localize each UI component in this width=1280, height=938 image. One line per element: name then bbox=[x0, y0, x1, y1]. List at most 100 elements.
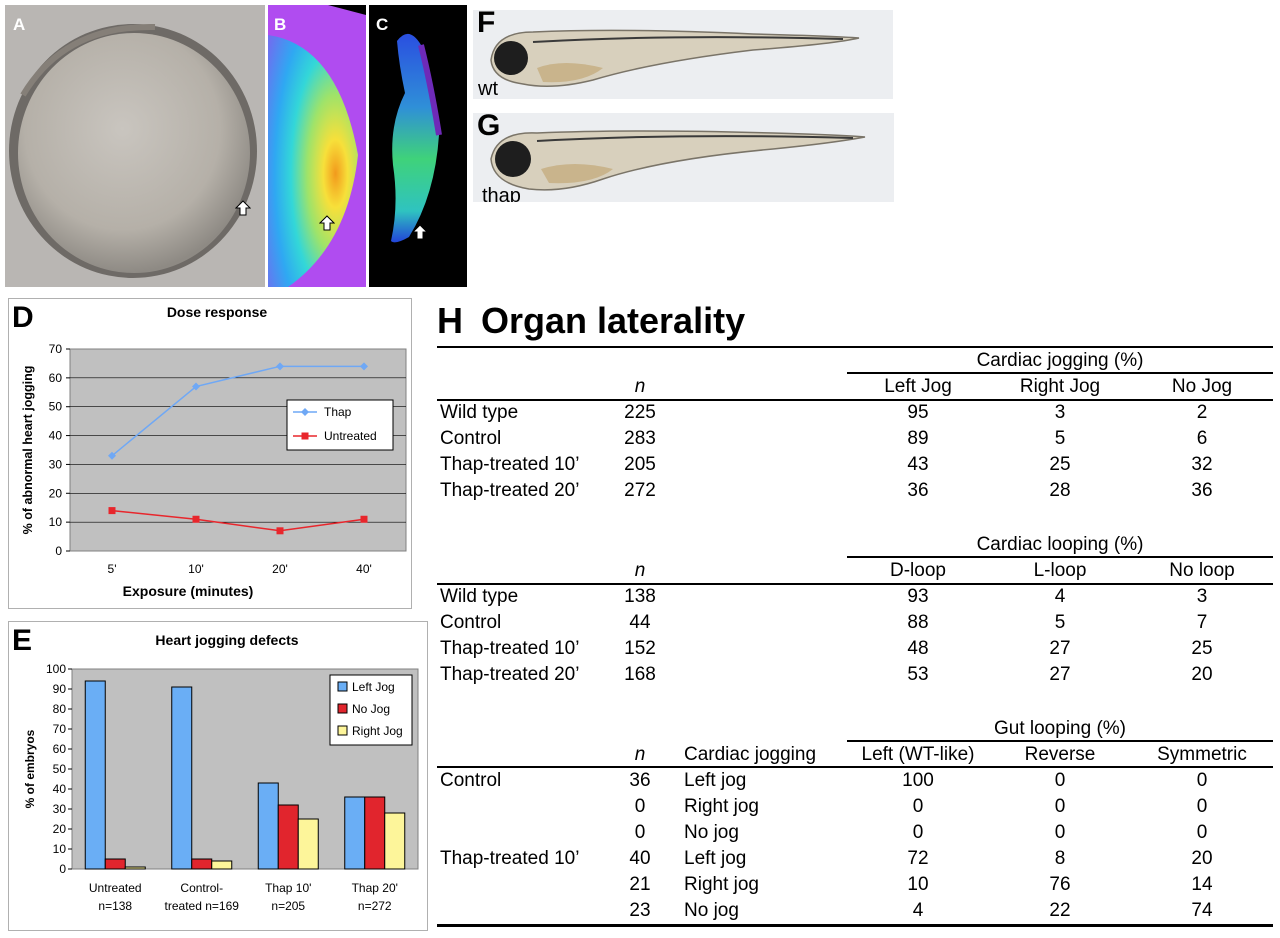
column-header: Right Jog bbox=[1019, 376, 1101, 397]
value-cell: 2 bbox=[1196, 402, 1208, 423]
panel-c-fluorescence-photo: C bbox=[369, 5, 467, 287]
column-header: Symmetric bbox=[1157, 744, 1247, 765]
fish-label-wt: wt bbox=[478, 78, 498, 99]
dose-response-svg: Dose response 0 10 20 30 40 50 60 70 5' 10' 20' 40' E… bbox=[21, 304, 407, 599]
legend-label: Left Jog bbox=[352, 680, 395, 694]
panel-h-table: H Organ laterality Cardiac jogging (%) n Le… bbox=[437, 300, 1273, 930]
panel-letter-g: G bbox=[477, 113, 501, 142]
y-tick-label: 20 bbox=[53, 822, 67, 836]
value-cell: 0 bbox=[912, 822, 924, 843]
value-cell: 8 bbox=[1054, 848, 1066, 869]
panel-letter-f: F bbox=[477, 10, 496, 39]
fish-label-thap: thap bbox=[482, 185, 521, 202]
value-cell: 6 bbox=[1196, 428, 1208, 449]
x-tick-label: Untreated bbox=[89, 881, 142, 895]
bar bbox=[257, 782, 279, 870]
row-label: Wild type bbox=[440, 586, 519, 607]
value-cell: 53 bbox=[907, 664, 929, 685]
bar bbox=[104, 858, 126, 870]
bar bbox=[171, 686, 193, 870]
legend bbox=[286, 399, 394, 451]
group-header: Gut looping (%) bbox=[993, 718, 1127, 739]
n-value: 168 bbox=[624, 664, 656, 685]
n-value: 283 bbox=[624, 428, 656, 449]
legend-label: Right Jog bbox=[352, 724, 403, 738]
value-cell: 20 bbox=[1191, 848, 1213, 869]
legend-swatch bbox=[337, 725, 348, 736]
fluorescence-heatmap bbox=[268, 5, 366, 287]
x-tick-label: n=272 bbox=[358, 899, 392, 913]
bar bbox=[297, 818, 319, 870]
legend-marker bbox=[301, 432, 309, 440]
y-tick-label: 10 bbox=[49, 515, 63, 529]
column-header: Left (WT-like) bbox=[861, 744, 975, 765]
larva-thap-illustration bbox=[490, 130, 866, 191]
y-tick-label: 60 bbox=[49, 371, 63, 385]
chart-title: Heart jogging defects bbox=[155, 632, 298, 648]
column-header: No loop bbox=[1169, 560, 1235, 581]
value-cell: 27 bbox=[1049, 664, 1071, 685]
row-label: Thap-treated 20’ bbox=[440, 480, 580, 501]
n-value: 36 bbox=[629, 770, 651, 791]
table-rule bbox=[847, 556, 1273, 558]
jogging-defects-svg: Heart jogging defects 0 10 20 30 40 50 60 70 80 90… bbox=[23, 632, 419, 913]
jog-cell: No jog bbox=[684, 822, 739, 843]
n-value: 23 bbox=[629, 900, 651, 921]
row-label: Wild type bbox=[440, 402, 519, 423]
table-heading: H Organ laterality bbox=[437, 300, 763, 342]
table-rule bbox=[847, 740, 1273, 742]
y-tick-label: 0 bbox=[59, 862, 66, 876]
data-point bbox=[276, 527, 284, 535]
value-cell: 32 bbox=[1191, 454, 1213, 475]
n-value: 205 bbox=[624, 454, 656, 475]
y-tick-label: 70 bbox=[49, 342, 63, 356]
panel-d-chart: D Dose response 0 10 20 30 40 50 60 70 5' 10' 20' 40… bbox=[8, 298, 412, 609]
x-axis-label: Exposure (minutes) bbox=[123, 583, 254, 599]
bar bbox=[384, 812, 406, 870]
row-label: Control bbox=[440, 428, 502, 449]
row-label: Thap-treated 10’ bbox=[440, 454, 580, 475]
table-rule bbox=[437, 924, 1273, 927]
value-cell: 20 bbox=[1191, 664, 1213, 685]
value-cell: 4 bbox=[1054, 586, 1066, 607]
table-title: Organ laterality bbox=[481, 300, 746, 341]
value-cell: 72 bbox=[907, 848, 929, 869]
y-tick-label: 50 bbox=[53, 762, 67, 776]
jog-cell: Left jog bbox=[684, 848, 747, 869]
value-cell: 0 bbox=[912, 796, 924, 817]
bar bbox=[344, 796, 366, 870]
row-label: Control bbox=[440, 612, 502, 633]
group-header: Cardiac jogging (%) bbox=[976, 350, 1144, 371]
value-cell: 36 bbox=[1191, 480, 1213, 501]
bar bbox=[277, 804, 299, 870]
x-tick-label: 20' bbox=[272, 562, 288, 576]
bar bbox=[211, 860, 233, 870]
larva-wt-illustration bbox=[490, 29, 860, 87]
panel-b-fluorescence-photo: B bbox=[268, 5, 366, 287]
embryo-illustration bbox=[9, 23, 257, 278]
value-cell: 28 bbox=[1049, 480, 1071, 501]
n-value: 0 bbox=[634, 796, 646, 817]
legend-label: No Jog bbox=[352, 702, 390, 716]
column-header: No Jog bbox=[1171, 376, 1233, 397]
n-value: 225 bbox=[624, 402, 656, 423]
table-rule bbox=[437, 583, 1273, 585]
panel-a-embryo-photo: A bbox=[5, 5, 265, 287]
y-axis-label: % of embryos bbox=[23, 729, 37, 808]
y-tick-label: 10 bbox=[53, 842, 67, 856]
data-point bbox=[192, 515, 200, 523]
value-cell: 0 bbox=[1196, 770, 1208, 791]
n-value: 152 bbox=[624, 638, 656, 659]
y-tick-label: 90 bbox=[53, 682, 67, 696]
n-header: n bbox=[634, 376, 646, 397]
value-cell: 93 bbox=[907, 586, 929, 607]
value-cell: 0 bbox=[1054, 822, 1066, 843]
n-value: 272 bbox=[624, 480, 656, 501]
table-rule bbox=[847, 372, 1273, 374]
value-cell: 0 bbox=[1054, 770, 1066, 791]
x-tick-label: n=205 bbox=[271, 899, 305, 913]
panel-letter-b: B bbox=[274, 15, 287, 34]
x-tick-label: 10' bbox=[188, 562, 204, 576]
group-header: Cardiac looping (%) bbox=[976, 534, 1144, 555]
value-cell: 74 bbox=[1191, 900, 1213, 921]
